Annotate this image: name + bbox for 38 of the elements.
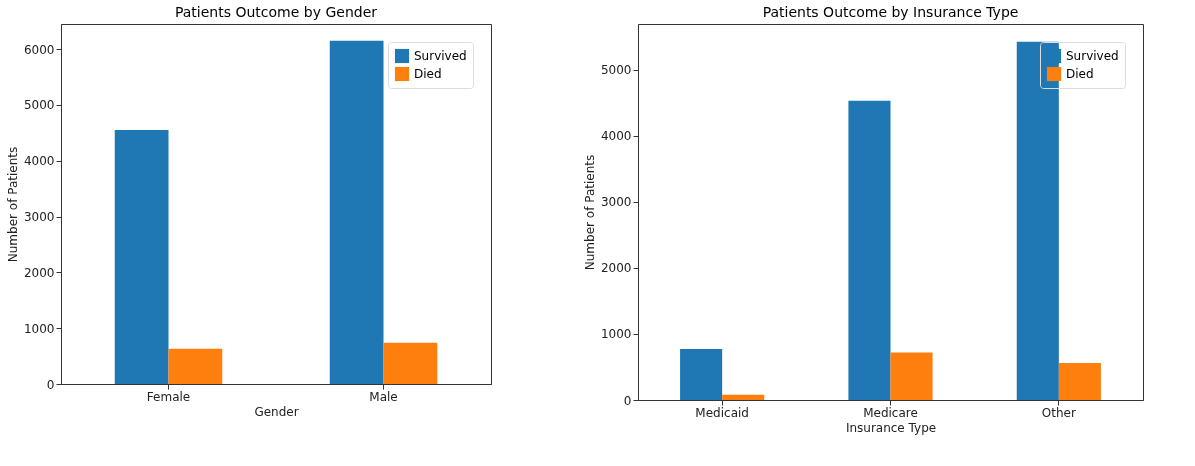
bar [1016, 41, 1059, 400]
y-tick-label: 1000 [23, 321, 55, 336]
bar [114, 130, 169, 384]
bar [168, 348, 223, 384]
y-tick-label: 3000 [23, 210, 55, 225]
y-tick-label: 2000 [23, 265, 55, 280]
x-tick-label: Medicaid [695, 405, 749, 420]
legend-label: Survived [414, 49, 467, 63]
legend-label: Died [414, 67, 442, 81]
x-tick-label: Male [369, 389, 398, 404]
y-tick-label: 3000 [600, 195, 632, 210]
x-tick-label: Medicare [863, 405, 918, 420]
y-tick-label: 0 [623, 393, 632, 408]
y-tick-label: 5000 [23, 98, 55, 113]
y-tick-label: 0 [46, 377, 55, 392]
y-tick-label: 4000 [600, 129, 632, 144]
legend-label: Survived [1066, 49, 1119, 63]
legend-label: Died [1066, 67, 1094, 81]
bar [1058, 362, 1101, 400]
x-axis-title: Insurance Type [845, 420, 937, 435]
bar [722, 394, 765, 400]
bar [890, 352, 933, 400]
bar [383, 342, 438, 384]
x-axis-title: Gender [254, 404, 299, 419]
bar [848, 100, 891, 400]
y-tick-label: 2000 [600, 261, 632, 276]
y-tick-label: 1000 [600, 327, 632, 342]
bar [680, 349, 723, 400]
y-axis-title: Number of Patients [582, 154, 597, 271]
y-tick-label: 5000 [600, 63, 632, 78]
x-tick-label: Other [1041, 405, 1076, 420]
chart-title: Patients Outcome by Insurance Type [762, 4, 1019, 20]
chart-title: Patients Outcome by Gender [174, 4, 378, 20]
x-tick-label: Female [146, 389, 191, 404]
bar [329, 40, 384, 384]
y-tick-label: 4000 [23, 154, 55, 169]
y-axis-title: Number of Patients [5, 146, 20, 263]
y-tick-label: 6000 [23, 42, 55, 57]
